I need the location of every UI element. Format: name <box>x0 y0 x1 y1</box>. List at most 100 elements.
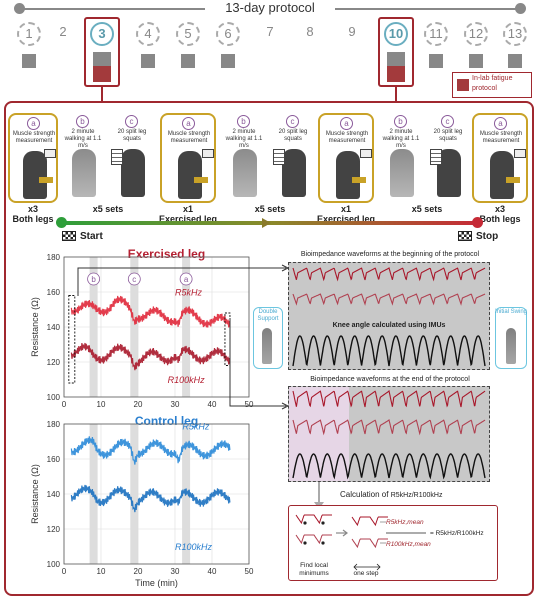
local-minimum-marker <box>303 541 307 545</box>
find-local-label: Find local minimums <box>299 562 329 577</box>
connector-end <box>229 318 286 407</box>
series-label-low: R100kHz <box>168 375 206 385</box>
phase-badge-circle <box>127 272 141 286</box>
seated-person-icon <box>23 151 47 199</box>
day3-gray-block <box>93 52 111 66</box>
day3-fatigue-block <box>93 66 111 82</box>
end-waveform-100khz <box>292 419 486 436</box>
step-label: x1 Exercised leg <box>316 204 376 224</box>
series-label-high: R5kHz <box>175 288 203 298</box>
step-card: a Muscle strength measurement <box>472 113 528 203</box>
calc-arrow-line <box>318 482 320 504</box>
walking-figure-left-icon <box>262 328 272 364</box>
end-panel-highlight <box>289 387 349 481</box>
ratio-equation: = R5kHz/R100kHz <box>430 530 484 537</box>
day-7-circle: 7 <box>258 22 282 46</box>
x-tick-label: 0 <box>62 567 67 576</box>
step-label-leg: Exercised leg <box>316 214 376 224</box>
step-text: Muscle strength measurement <box>479 131 523 144</box>
connector-end-head <box>281 402 290 410</box>
step-label-count: x3 <box>27 204 38 214</box>
day10-gray-block <box>387 52 405 66</box>
protocol-end-dot <box>515 3 526 14</box>
phase-badge: a <box>184 275 189 284</box>
checkered-flag-stop-icon <box>458 231 472 241</box>
step-label-count: x1 <box>182 204 193 214</box>
one-step-label: one step <box>353 570 379 577</box>
calc-step-100khz <box>351 538 388 549</box>
double-support-label: Double Support <box>257 309 279 322</box>
phase-badge-circle <box>87 272 100 286</box>
day-3-circle: 3 <box>90 22 114 46</box>
step-label-leg: Exercised leg <box>158 214 218 224</box>
phase-badge-circle <box>179 272 193 286</box>
step-label-count: x1 <box>340 204 351 214</box>
day-11-circle: 11 <box>424 22 448 46</box>
y-tick-label: 140 <box>47 490 61 499</box>
protocol-title: 13-day protocol <box>205 0 335 15</box>
local-minimum-marker <box>321 521 325 525</box>
x-tick-label: 20 <box>134 400 143 409</box>
day-12-circle: 12 <box>464 22 488 46</box>
step-text: Muscle strength measurement <box>167 131 211 144</box>
checkered-flag-start-icon <box>62 231 76 241</box>
step-label-leg: Both legs <box>12 214 54 224</box>
progress-end-dot <box>472 217 483 228</box>
day-1-session-block <box>22 54 36 68</box>
y-tick-label: 180 <box>47 253 61 262</box>
step-card: a Muscle strength measurement <box>160 113 216 203</box>
walking-person-icon <box>72 149 96 197</box>
progress-start-dot <box>56 217 67 228</box>
step-text: 2 minute walking at 1.1 m/s <box>382 129 420 149</box>
step-label-count: x5 sets <box>92 204 124 214</box>
x-tick-label: 10 <box>97 567 106 576</box>
step-label-count: x5 sets <box>411 204 443 214</box>
step-label: x3 Both legs <box>470 204 530 224</box>
walking-figure-right-icon <box>506 328 516 364</box>
y-axis-label: Resistance (Ω) <box>30 297 40 357</box>
walking-person-icon <box>390 149 414 197</box>
y-tick-label: 180 <box>47 420 61 429</box>
checklist-icon <box>111 149 123 165</box>
chair-icon <box>39 177 53 183</box>
local-minimum-marker <box>303 521 307 525</box>
series-label-high: R5kHz <box>182 421 210 431</box>
series-label-low: R100kHz <box>175 542 213 552</box>
step-badge: b <box>76 115 89 128</box>
seated-person-icon <box>336 151 360 199</box>
day-4-circle: 4 <box>136 22 160 46</box>
squat-person-icon <box>282 149 306 197</box>
day10-connector <box>395 87 397 101</box>
step-label: x5 sets <box>240 204 300 214</box>
main-frame <box>4 101 534 596</box>
series-line-R100kHz <box>70 484 231 513</box>
step-label: x3 Both legs <box>3 204 63 224</box>
calc-step-5khz <box>351 516 388 527</box>
y-tick-label: 120 <box>47 525 61 534</box>
local-minimum-marker <box>321 541 325 545</box>
calc-title: Calculation of R5kHz/R100kHz <box>340 490 442 499</box>
step-label-count: x3 <box>494 204 505 214</box>
walking-person-icon <box>233 149 257 197</box>
one-step-span-heads <box>353 563 381 571</box>
end-panel-title: Bioimpedance waveforms at the end of the… <box>310 376 470 383</box>
step-badge: b <box>237 115 250 128</box>
y-tick-label: 160 <box>47 288 61 297</box>
legend-label: In-lab fatigue protocol <box>472 75 513 92</box>
chair-icon <box>194 177 208 183</box>
step-label: x1 Exercised leg <box>158 204 218 224</box>
y-tick-label: 160 <box>47 455 61 464</box>
phase-badge: b <box>91 275 96 284</box>
calc-arrow-head <box>342 529 348 537</box>
monitor-icon <box>360 149 372 158</box>
day-5-session-block <box>181 54 195 68</box>
step-badge: a <box>340 117 353 130</box>
begin-waveform-5khz <box>292 267 486 282</box>
checklist-icon <box>273 149 285 165</box>
y-tick-label: 140 <box>47 323 61 332</box>
step-text: 2 minute walking at 1.1 m/s <box>64 129 102 149</box>
step-label: x5 sets <box>78 204 138 214</box>
step-text: 2 minute walking at 1.1 m/s <box>225 129 263 149</box>
